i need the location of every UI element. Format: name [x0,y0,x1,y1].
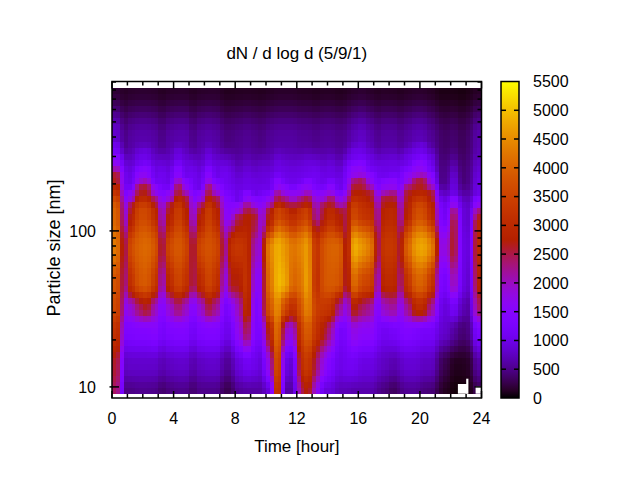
svg-text:5500: 5500 [533,73,569,90]
svg-text:16: 16 [349,410,367,427]
svg-text:0: 0 [108,410,117,427]
svg-text:5000: 5000 [533,102,569,119]
svg-text:100: 100 [69,223,96,240]
svg-text:2000: 2000 [533,275,569,292]
svg-text:10: 10 [78,379,96,396]
svg-text:1500: 1500 [533,304,569,321]
svg-text:1000: 1000 [533,332,569,349]
svg-text:4: 4 [169,410,178,427]
svg-text:24: 24 [473,410,491,427]
svg-text:Time [hour]: Time [hour] [254,437,339,456]
svg-text:0: 0 [533,390,542,407]
svg-text:8: 8 [231,410,240,427]
svg-text:2500: 2500 [533,246,569,263]
svg-text:dN / d log d (5/9/1): dN / d log d (5/9/1) [226,44,367,63]
svg-text:Particle size [nm]: Particle size [nm] [44,179,64,316]
svg-text:500: 500 [533,361,560,378]
svg-text:3000: 3000 [533,217,569,234]
svg-text:20: 20 [411,410,429,427]
svg-text:4000: 4000 [533,160,569,177]
svg-text:4500: 4500 [533,131,569,148]
svg-text:3500: 3500 [533,188,569,205]
svg-text:12: 12 [288,410,306,427]
